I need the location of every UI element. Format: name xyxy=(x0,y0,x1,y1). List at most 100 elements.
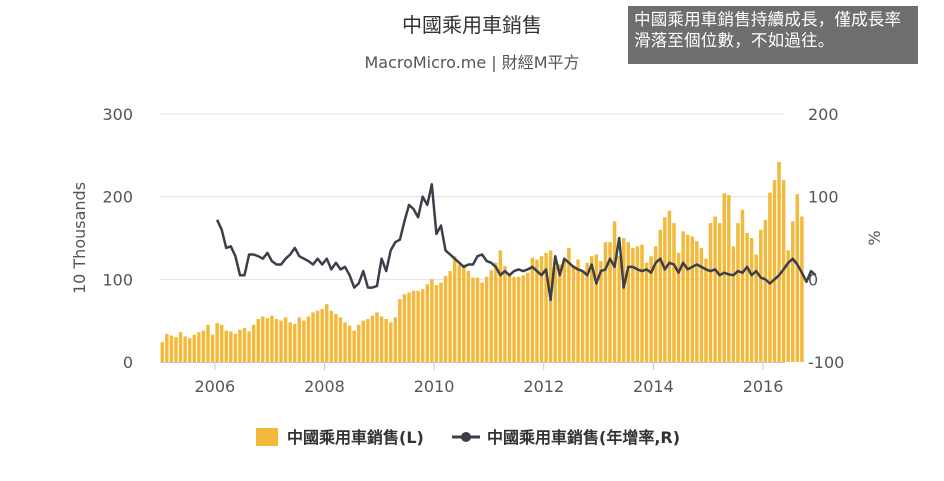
bar xyxy=(548,250,553,362)
bar xyxy=(201,330,206,362)
bar xyxy=(667,210,672,362)
bar xyxy=(434,285,439,362)
bar xyxy=(384,319,388,362)
legend-bar-swatch xyxy=(256,428,278,446)
bar xyxy=(649,256,653,362)
y-tick-right: 100 xyxy=(808,188,839,207)
bar xyxy=(197,332,201,362)
bar xyxy=(617,256,621,362)
bar xyxy=(644,262,649,362)
bar xyxy=(320,309,324,362)
bar xyxy=(590,256,594,362)
legend-bar-label[interactable]: 中國乘用車銷售(L) xyxy=(287,428,424,447)
bar xyxy=(256,319,260,362)
legend-line-label[interactable]: 中國乘用車銷售(年增率,R) xyxy=(487,428,680,447)
bar xyxy=(393,317,398,362)
x-tick-label: 2008 xyxy=(304,377,345,396)
bar xyxy=(658,229,663,362)
bar xyxy=(370,315,375,362)
bar xyxy=(690,236,694,362)
bar xyxy=(169,335,174,362)
line-series xyxy=(215,183,817,302)
bar xyxy=(672,223,676,362)
bar xyxy=(165,333,169,362)
bar xyxy=(722,193,726,362)
bar xyxy=(357,324,361,362)
bar xyxy=(325,304,329,362)
bar xyxy=(685,234,690,362)
bar xyxy=(183,336,187,362)
bar xyxy=(306,316,311,362)
bar xyxy=(512,276,516,362)
bar xyxy=(297,317,302,362)
bar xyxy=(608,242,612,362)
bar xyxy=(411,290,416,362)
bar xyxy=(288,322,292,362)
bar xyxy=(580,270,585,362)
bar xyxy=(398,299,402,362)
bar xyxy=(475,277,480,362)
bar xyxy=(242,328,247,362)
y-tick-right: 0 xyxy=(808,270,818,289)
bar xyxy=(379,316,384,362)
bar xyxy=(261,316,265,362)
bar xyxy=(283,317,288,362)
y-tick-left: 300 xyxy=(102,105,133,124)
y-tick-left: 200 xyxy=(102,188,133,207)
bar xyxy=(635,246,640,362)
bar xyxy=(791,221,795,362)
bar xyxy=(507,272,512,362)
y-tick-right: -100 xyxy=(808,353,844,372)
bar xyxy=(215,323,219,362)
bar xyxy=(498,250,503,362)
bar xyxy=(375,312,379,362)
bar xyxy=(448,271,452,362)
bar xyxy=(621,238,626,362)
bar xyxy=(366,319,370,362)
bar xyxy=(699,247,704,362)
growth-line xyxy=(215,183,817,302)
bar xyxy=(338,317,343,362)
bar xyxy=(265,318,270,362)
bar xyxy=(160,342,165,362)
bar xyxy=(663,217,667,362)
bar xyxy=(402,294,407,362)
bar xyxy=(754,254,758,362)
bar xyxy=(544,252,548,362)
bar xyxy=(631,247,635,362)
bar xyxy=(315,310,320,362)
bar xyxy=(416,290,420,362)
bar xyxy=(626,242,631,362)
bar xyxy=(740,209,745,362)
bar xyxy=(430,279,434,362)
y-tick-left: 100 xyxy=(102,270,133,289)
bar xyxy=(676,252,681,362)
bar xyxy=(521,275,525,362)
annotation-note: 中國乘用車銷售持續成長，僅成長率滑落至個位數，不如過往。 xyxy=(628,6,918,64)
bar xyxy=(251,324,256,362)
bar xyxy=(311,312,315,362)
bar-series xyxy=(160,161,804,362)
bar xyxy=(334,314,338,362)
bar xyxy=(466,271,471,362)
bar xyxy=(603,242,608,362)
bar xyxy=(452,256,457,362)
bar xyxy=(361,320,366,362)
bar xyxy=(800,216,804,362)
bar xyxy=(727,195,731,362)
bar xyxy=(713,216,717,362)
bar xyxy=(571,265,576,362)
bar xyxy=(567,247,571,362)
bar xyxy=(562,258,567,362)
bar xyxy=(526,272,530,362)
bar xyxy=(576,259,580,362)
bar xyxy=(420,289,425,362)
bar xyxy=(695,241,699,362)
bar xyxy=(717,223,722,362)
legend[interactable]: 中國乘用車銷售(L) 中國乘用車銷售(年增率,R) xyxy=(256,428,680,447)
x-tick-label: 2012 xyxy=(523,377,564,396)
bar xyxy=(274,319,279,362)
bar xyxy=(704,258,708,362)
bar xyxy=(489,270,493,362)
bar xyxy=(681,231,685,362)
